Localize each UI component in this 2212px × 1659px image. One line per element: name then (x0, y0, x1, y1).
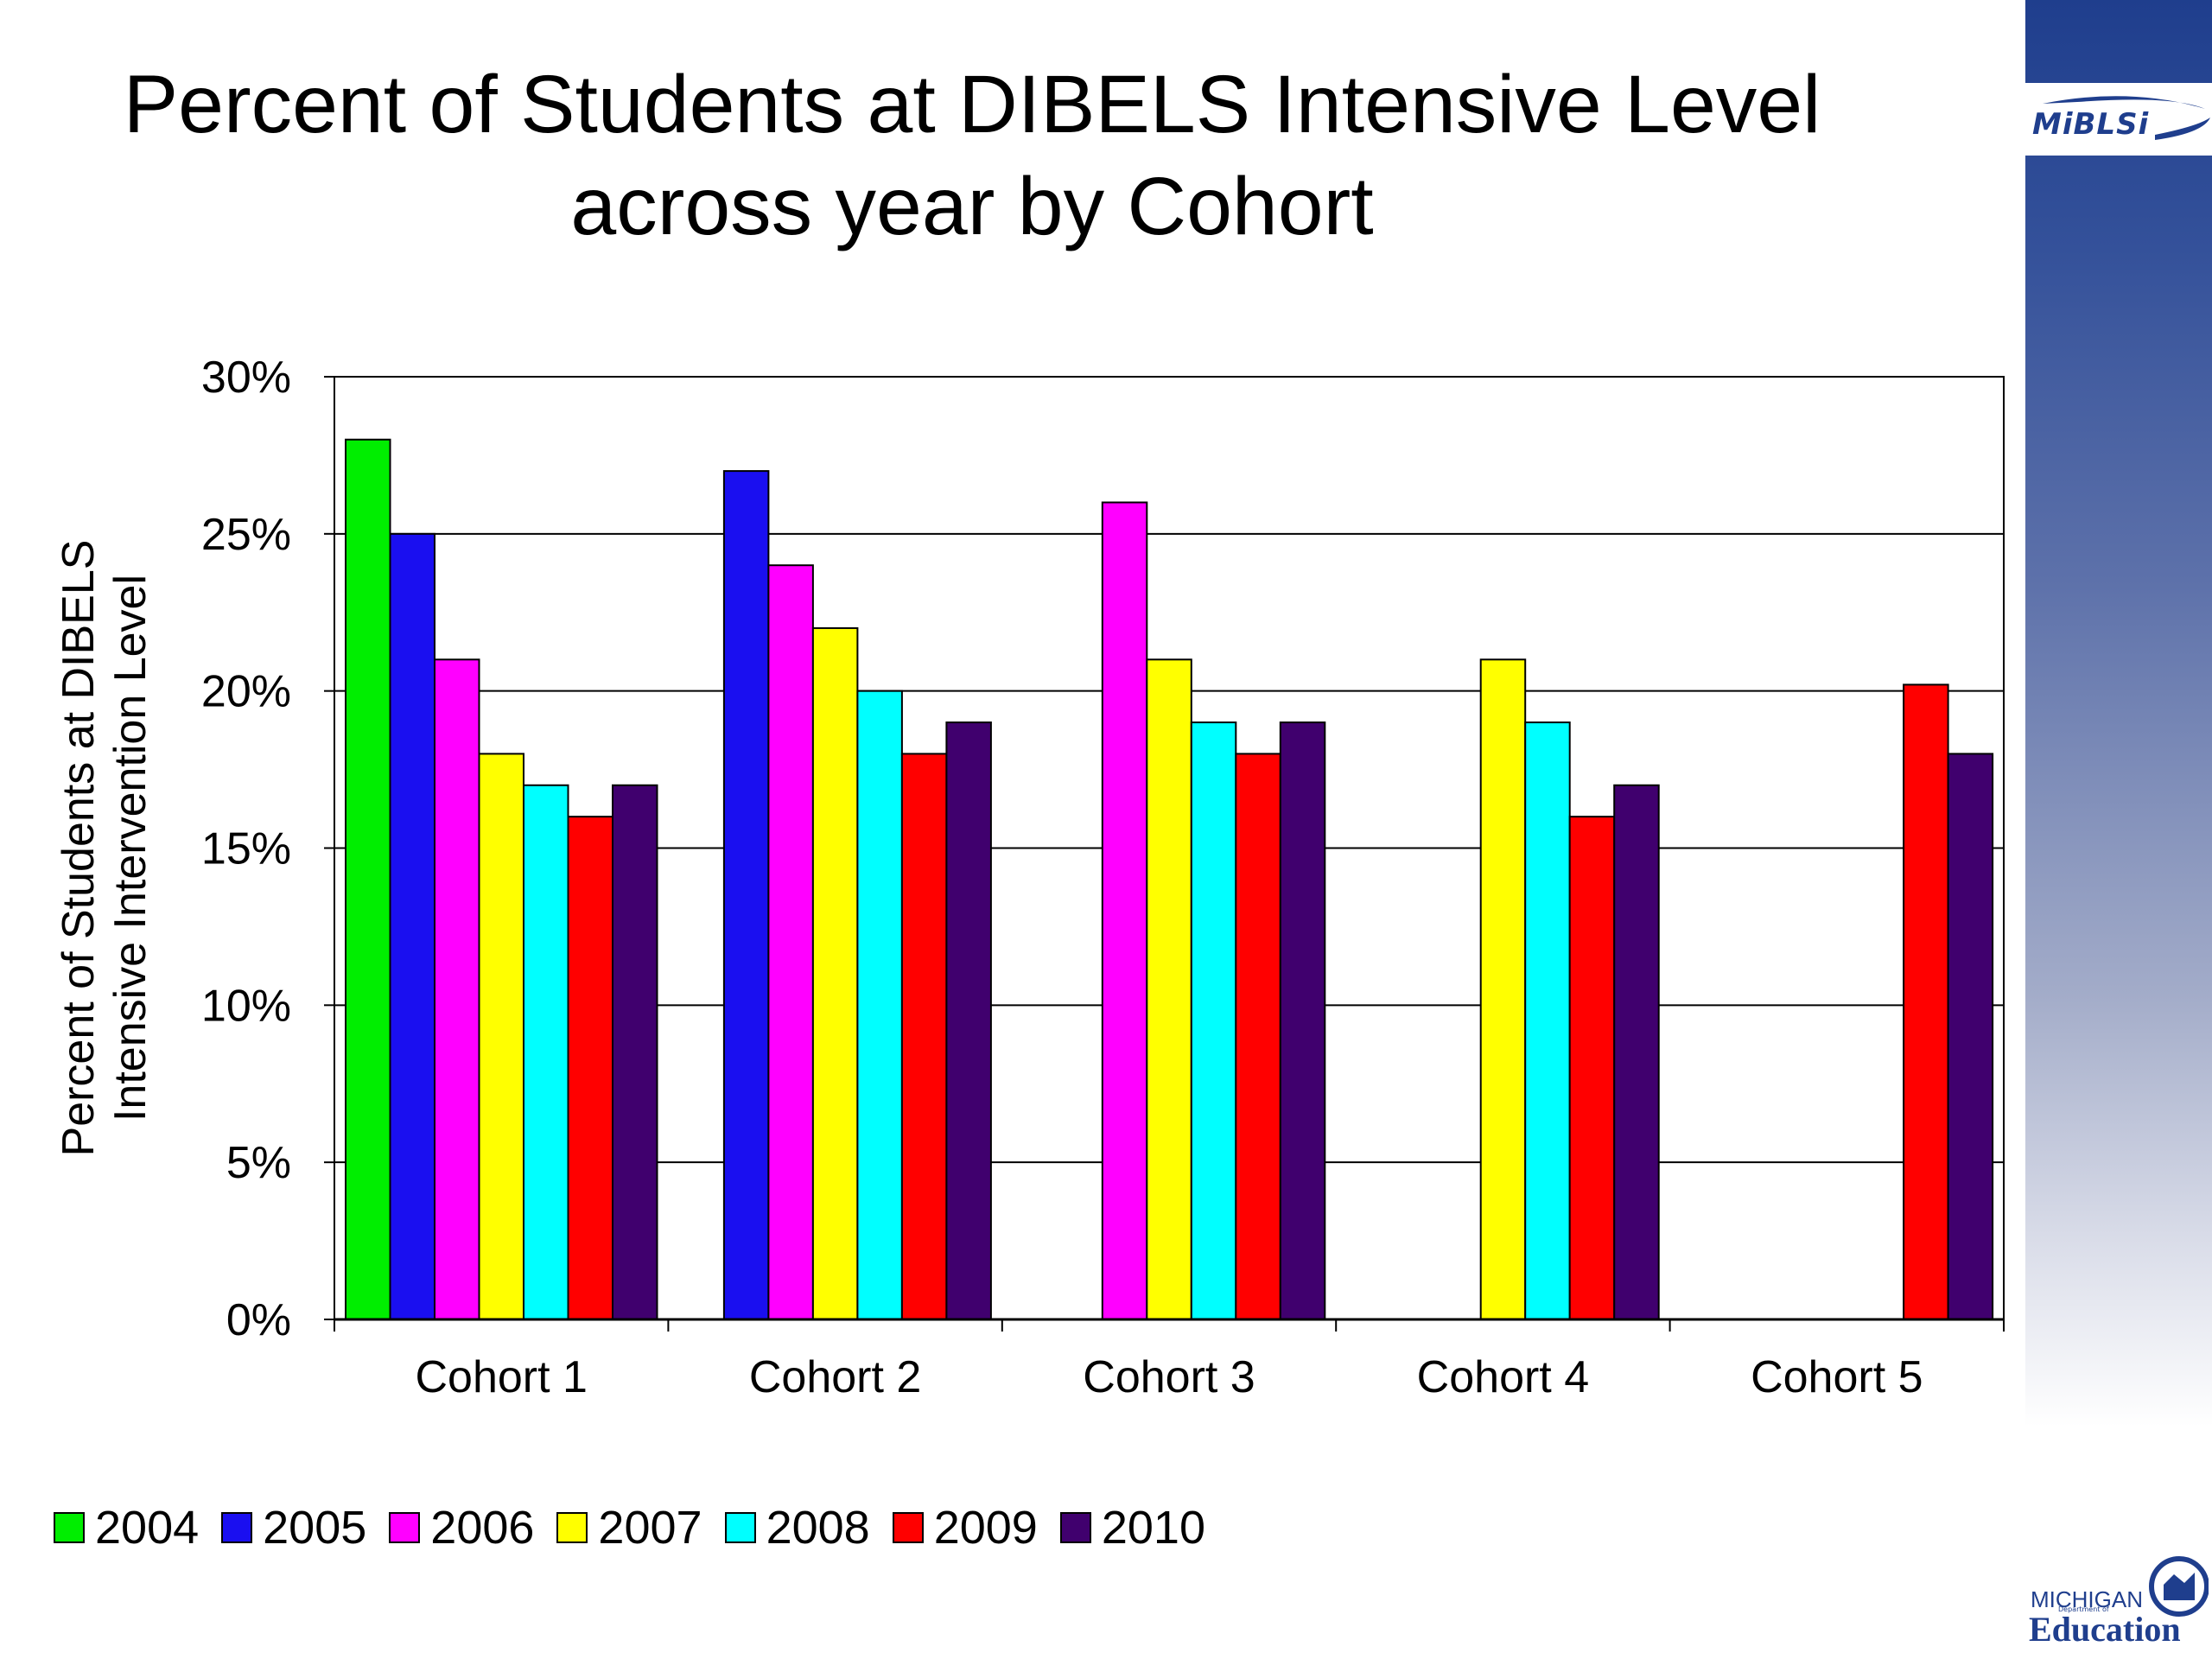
y-axis-label-line-2: Intensive Intervention Level (105, 575, 156, 1122)
bar-cohort-1-2006 (434, 658, 480, 1320)
bar-cohort-1-2005 (389, 532, 435, 1320)
slide-title-line-1: Percent of Students at DIBELS Intensive … (123, 59, 1821, 150)
legend-swatch (724, 1512, 756, 1543)
legend-swatch (556, 1512, 588, 1543)
y-tick-label: 5% (226, 1138, 291, 1188)
bar-cohort-3-2009 (1235, 753, 1281, 1320)
decorative-sidebar: MiBLSi MICHIGAN Department of Education (2025, 0, 2212, 1659)
miblsi-logo-text: MiBLSi (2032, 107, 2150, 142)
chart-legend: 2004 2005 2006 2007 2008 2009 2010 (54, 1502, 1228, 1554)
y-tick-label: 15% (201, 824, 291, 874)
y-tick-label: 10% (201, 981, 291, 1031)
bar-cohort-5-2009 (1903, 683, 1949, 1320)
legend-label: 2008 (766, 1502, 870, 1554)
legend-item-2008: 2008 (724, 1501, 870, 1554)
bar-cohort-3-2007 (1146, 658, 1192, 1320)
bar-cohort-1-2007 (478, 753, 524, 1320)
bar-cohort-2-2010 (945, 721, 992, 1320)
legend-label: 2009 (933, 1502, 1038, 1554)
x-tick-label: Cohort 4 (1417, 1352, 1589, 1402)
legend-label: 2006 (430, 1502, 535, 1554)
legend-item-2007: 2007 (556, 1501, 702, 1554)
legend-label: 2010 (1101, 1502, 1205, 1554)
x-tick-label: Cohort 2 (749, 1352, 921, 1402)
bar-cohort-5-2010 (1947, 753, 1994, 1320)
y-tick-label: 25% (201, 510, 291, 560)
bar-cohort-2-2007 (811, 626, 859, 1320)
y-tick-label: 30% (201, 353, 291, 403)
bar-cohort-2-2008 (856, 690, 903, 1320)
legend-label: 2007 (598, 1502, 702, 1554)
legend-swatch (389, 1512, 421, 1543)
y-tick-label: 20% (201, 667, 291, 717)
bar-cohort-1-2004 (345, 438, 391, 1320)
legend-swatch (892, 1512, 924, 1543)
bar-cohort-2-2005 (722, 470, 770, 1320)
legend-swatch (221, 1512, 253, 1543)
y-axis-label-line-1: Percent of Students at DIBELS (54, 540, 104, 1157)
slide-title-line-2: across year by Cohort (570, 161, 1374, 252)
legend-item-2009: 2009 (892, 1501, 1038, 1554)
bar-cohort-1-2008 (523, 784, 569, 1320)
bar-cohort-4-2007 (1479, 658, 1527, 1320)
legend-label: 2005 (263, 1502, 367, 1554)
x-tick-label: Cohort 1 (415, 1352, 587, 1402)
bar-cohort-3-2006 (1101, 501, 1148, 1320)
bar-cohort-4-2009 (1568, 816, 1616, 1320)
legend-item-2006: 2006 (389, 1501, 534, 1554)
slide-title: Percent of Students at DIBELS Intensive … (0, 54, 1944, 257)
x-tick-label: Cohort 3 (1083, 1352, 1255, 1402)
legend-item-2004: 2004 (54, 1501, 199, 1554)
x-tick-label: Cohort 5 (1751, 1352, 1923, 1402)
y-axis-label: Percent of Students at DIBELSIntensive I… (54, 540, 156, 1157)
logo-department-text: Department of (2058, 1605, 2109, 1613)
legend-item-2005: 2005 (221, 1501, 366, 1554)
logo-education-text: Education (2029, 1610, 2181, 1649)
bar-cohort-4-2008 (1524, 721, 1571, 1320)
bar-cohort-2-2009 (900, 753, 948, 1320)
bar-cohort-1-2009 (567, 816, 613, 1320)
legend-label: 2004 (95, 1502, 200, 1554)
bar-chart: 0% 5% 10% 15% 20% 25% 30% Percent of Students a… (54, 353, 2005, 1402)
michigan-education-logo: MICHIGAN Department of Education (2027, 1548, 2209, 1649)
logo-michigan-text: MICHIGAN (2031, 1586, 2143, 1612)
bar-cohort-3-2008 (1190, 721, 1237, 1320)
bar-cohort-4-2010 (1613, 784, 1660, 1320)
bar-cohort-1-2010 (612, 784, 658, 1320)
bar-cohort-3-2010 (1279, 721, 1326, 1320)
y-tick-label: 0% (226, 1295, 291, 1345)
bar-cohort-2-2006 (767, 564, 814, 1320)
legend-swatch (1059, 1512, 1091, 1543)
legend-item-2010: 2010 (1059, 1501, 1205, 1554)
logo-swoosh-icon (2043, 96, 2210, 140)
legend-swatch (54, 1512, 85, 1543)
state-seal-icon (2149, 1556, 2209, 1617)
miblsi-logo: MiBLSi (2025, 83, 2212, 156)
